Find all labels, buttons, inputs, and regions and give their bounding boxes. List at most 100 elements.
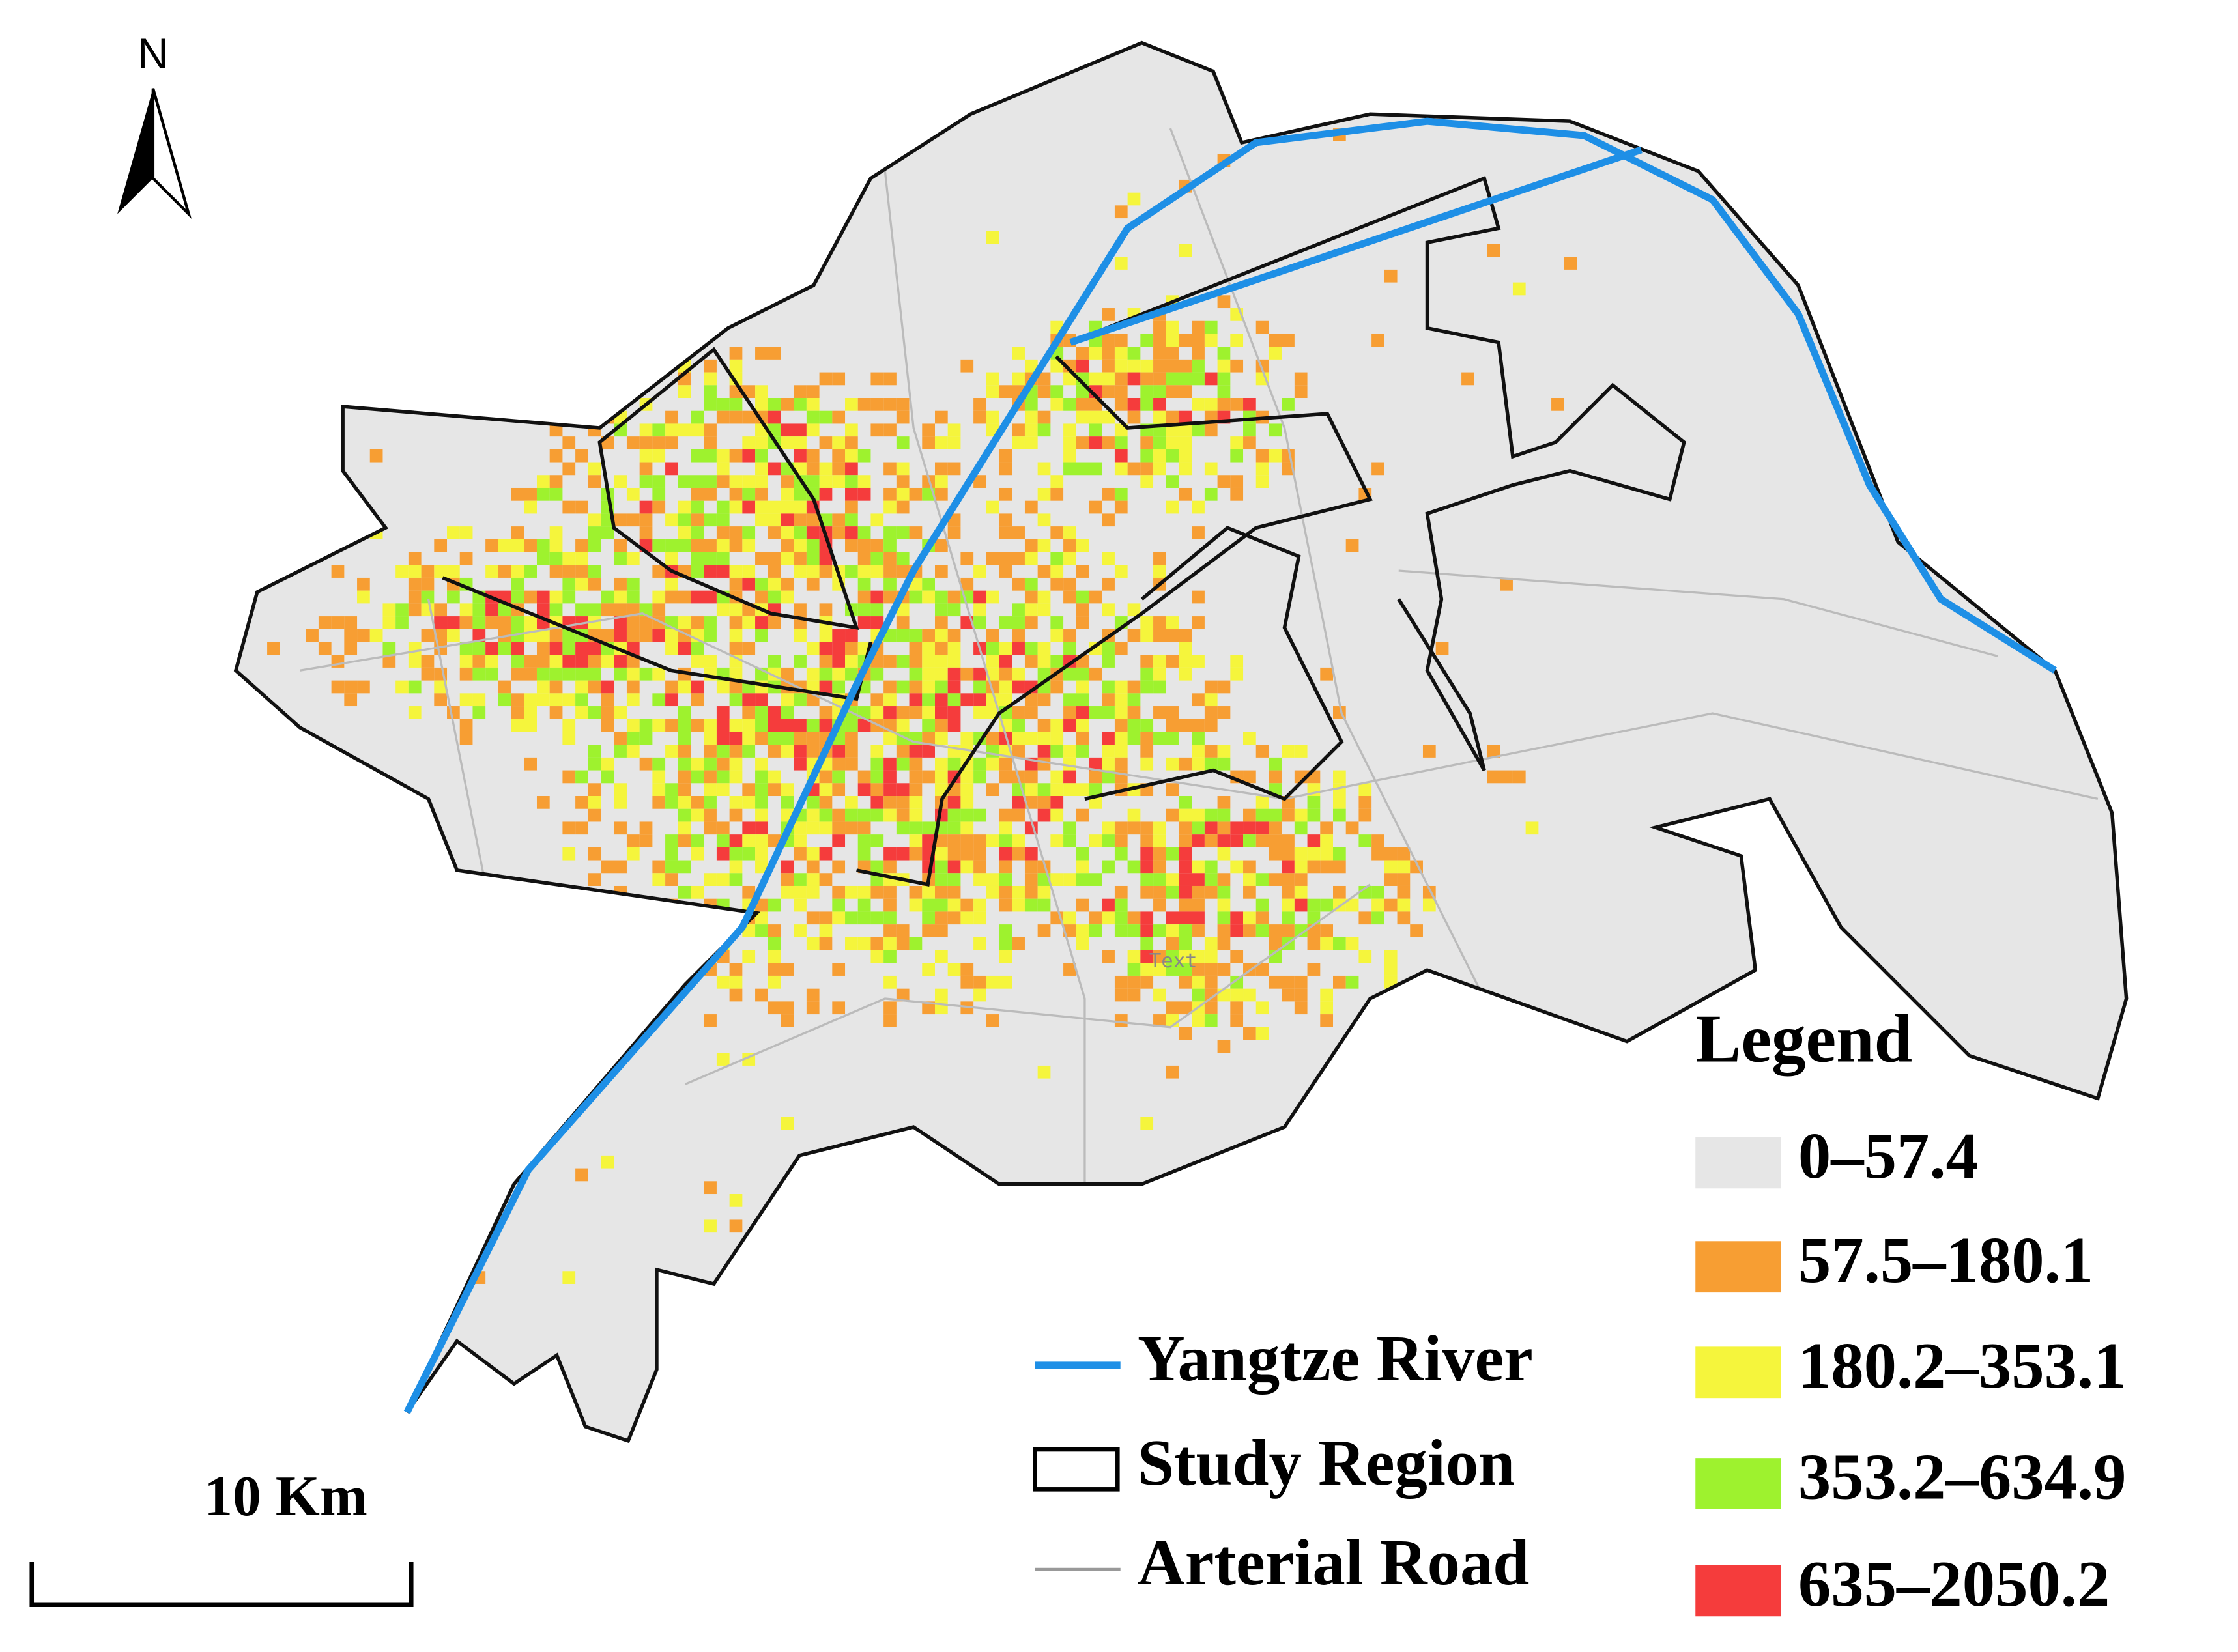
density-cell xyxy=(485,655,498,668)
density-cell xyxy=(1024,552,1038,565)
density-cell xyxy=(768,398,781,411)
density-cell xyxy=(1384,847,1398,861)
density-cell xyxy=(986,975,999,989)
density-cell xyxy=(1282,988,1295,1002)
density-cell xyxy=(562,552,576,565)
density-cell xyxy=(768,577,781,591)
density-cell xyxy=(549,539,563,552)
density-cell xyxy=(729,770,743,784)
density-cell xyxy=(588,642,601,655)
density-cell xyxy=(626,436,640,449)
density-cell xyxy=(755,796,768,809)
density-cell xyxy=(1076,693,1089,707)
density-cell xyxy=(729,179,743,193)
density-cell xyxy=(794,423,807,437)
density-cell xyxy=(973,860,986,874)
density-cell xyxy=(588,680,601,694)
density-cell xyxy=(1345,937,1359,950)
density-cell xyxy=(639,372,653,386)
density-cell xyxy=(1345,898,1359,912)
density-cell xyxy=(896,436,910,449)
density-cell xyxy=(1345,975,1359,989)
density-cell xyxy=(857,449,871,463)
density-cell xyxy=(1204,757,1218,771)
density-cell xyxy=(1037,783,1051,797)
density-cell xyxy=(716,475,730,488)
density-cell xyxy=(999,385,1012,399)
density-cell xyxy=(883,937,897,950)
density-cell xyxy=(729,603,743,617)
density-cell xyxy=(896,821,910,835)
density-cell xyxy=(704,590,717,604)
density-cell xyxy=(678,513,691,527)
density-cell xyxy=(1114,347,1128,360)
density-cell xyxy=(806,385,820,399)
density-cell xyxy=(857,898,871,912)
density-cell xyxy=(536,487,550,501)
density-cell xyxy=(896,616,910,629)
density-cell xyxy=(1140,680,1154,694)
density-cell xyxy=(960,552,974,565)
density-cell xyxy=(986,757,999,771)
density-cell xyxy=(1320,898,1333,912)
density-cell xyxy=(588,475,601,488)
density-cell xyxy=(1024,590,1038,604)
density-cell xyxy=(1076,873,1089,886)
density-cell xyxy=(562,719,576,732)
density-cell xyxy=(729,449,743,463)
density-cell xyxy=(459,693,473,707)
density-cell xyxy=(1127,680,1141,694)
density-cell xyxy=(742,745,756,758)
density-cell xyxy=(896,462,910,476)
density-cell xyxy=(768,950,781,963)
density-cell xyxy=(819,808,833,822)
density-cell xyxy=(819,680,833,694)
density-cell xyxy=(549,565,563,578)
density-cell xyxy=(819,552,833,565)
density-cell xyxy=(1153,898,1166,912)
density-cell xyxy=(1140,745,1154,758)
density-cell xyxy=(999,770,1012,784)
density-cell xyxy=(934,885,948,899)
density-cell xyxy=(768,500,781,514)
density-cell xyxy=(306,629,319,642)
density-cell xyxy=(1037,796,1051,809)
density-cell xyxy=(395,1078,409,1092)
density-cell xyxy=(845,539,858,552)
density-cell xyxy=(1102,372,1115,386)
density-cell xyxy=(1204,1014,1218,1027)
river-main xyxy=(403,117,2058,1414)
density-cell xyxy=(549,552,563,565)
density-cell xyxy=(768,963,781,976)
density-cell xyxy=(986,885,999,899)
density-cell xyxy=(716,462,730,476)
density-cell xyxy=(896,526,910,539)
density-cell xyxy=(1114,821,1128,835)
density-cell xyxy=(781,487,794,501)
density-cell xyxy=(267,642,280,655)
density-cell xyxy=(241,269,255,283)
density-cell xyxy=(755,629,768,642)
density-cell xyxy=(1024,706,1038,719)
density-cell xyxy=(1050,655,1064,668)
density-cell xyxy=(665,924,678,937)
density-cell xyxy=(652,487,666,501)
density-cell xyxy=(626,616,640,629)
density-cell xyxy=(575,770,588,784)
density-cell xyxy=(691,565,704,578)
density-cell xyxy=(1192,655,1205,668)
road xyxy=(1169,128,1485,999)
density-cell xyxy=(1089,462,1102,476)
density-cell xyxy=(485,642,498,655)
density-cell xyxy=(1179,885,1192,899)
density-cell xyxy=(524,539,537,552)
density-cell xyxy=(1024,655,1038,668)
density-cell xyxy=(382,655,396,668)
density-cell xyxy=(665,680,678,694)
density-cell xyxy=(1282,860,1295,874)
density-cell xyxy=(819,487,833,501)
density-cell xyxy=(447,1143,460,1156)
density-cell xyxy=(781,745,794,758)
density-cell xyxy=(1371,885,1384,899)
density-cell xyxy=(395,680,409,694)
